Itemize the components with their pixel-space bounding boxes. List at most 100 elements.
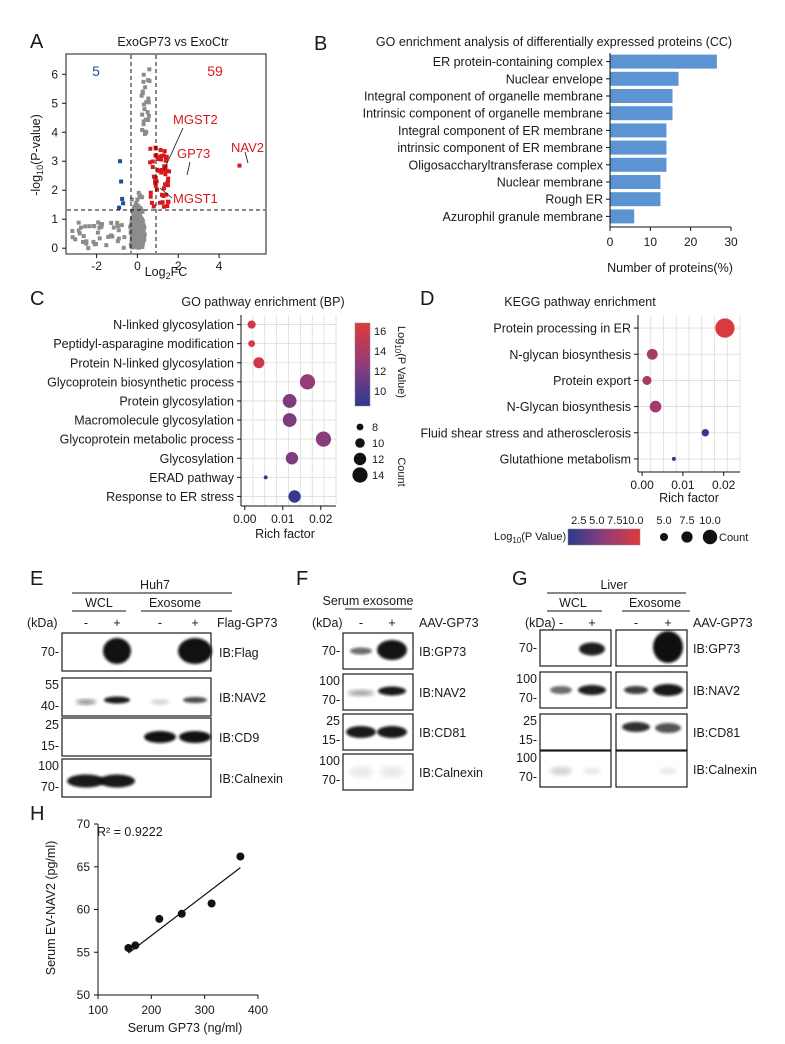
x-tick-label: 4 bbox=[216, 259, 223, 273]
correlation-xlabel: Serum GP73 (ng/ml) bbox=[128, 1021, 243, 1035]
x-tick-label: 200 bbox=[141, 1003, 161, 1017]
ns-point bbox=[141, 122, 146, 127]
up-point bbox=[148, 190, 153, 195]
colorbar-tick-label: 12 bbox=[374, 366, 386, 378]
go-cc-bar-chart: GO enrichment analysis of differentially… bbox=[363, 35, 738, 275]
ns-point bbox=[131, 225, 136, 230]
bubble bbox=[282, 394, 297, 408]
size-legend-dot bbox=[702, 529, 718, 545]
ib-label: IB:NAV2 bbox=[219, 691, 266, 705]
y-tick-label: 4 bbox=[51, 125, 58, 139]
category-label: Integral component of ER membrane bbox=[398, 124, 603, 138]
bubble bbox=[282, 413, 297, 427]
bubble bbox=[646, 348, 658, 360]
category-label: ER protein-containing complex bbox=[433, 55, 604, 69]
up-point bbox=[148, 146, 153, 151]
ns-point bbox=[133, 215, 138, 220]
ns-point bbox=[146, 113, 151, 118]
category-label: Nuclear membrane bbox=[497, 176, 603, 190]
kegg-bubbles: Protein processing in ER N-glycan biosynt… bbox=[420, 315, 741, 492]
ns-point bbox=[143, 117, 148, 122]
bar bbox=[610, 157, 667, 172]
panel-label-e: E bbox=[30, 568, 43, 590]
x-tick-label: 20 bbox=[684, 235, 698, 249]
bubble bbox=[247, 320, 256, 329]
bubble bbox=[288, 490, 301, 503]
category-label: Glutathione metabolism bbox=[500, 452, 631, 466]
up-point bbox=[159, 154, 164, 159]
ns-point bbox=[137, 215, 142, 220]
lane-sign: - bbox=[634, 616, 638, 630]
ib-label: IB:CD81 bbox=[419, 726, 466, 740]
x-tick-label: 0.00 bbox=[233, 512, 257, 526]
category-label: Nuclear envelope bbox=[506, 72, 603, 86]
category-label: Intrinsic component of organelle membran… bbox=[363, 107, 603, 121]
ns-point bbox=[137, 232, 142, 237]
volcano-sig-points bbox=[117, 145, 242, 210]
label-mgst2: MGST2 bbox=[173, 112, 218, 127]
up-point bbox=[150, 159, 155, 164]
mw-marker: 70- bbox=[519, 641, 537, 655]
colorbar-tick-label: 16 bbox=[374, 326, 386, 338]
label-gp73: GP73 bbox=[177, 146, 210, 161]
x-tick-label: 100 bbox=[88, 1003, 108, 1017]
y-tick-label: 0 bbox=[51, 241, 58, 255]
ns-point bbox=[134, 234, 139, 239]
up-point bbox=[148, 160, 153, 165]
ib-label: IB:GP73 bbox=[419, 645, 466, 659]
up-point bbox=[157, 200, 162, 205]
blot-group-label: Liver bbox=[600, 578, 627, 592]
ns-point bbox=[131, 232, 136, 237]
go-bp-bubbles: N-linked glycosylation Peptidyl-asparagin… bbox=[47, 315, 337, 526]
kda-label: (kDa) bbox=[312, 616, 343, 630]
ns-point bbox=[134, 218, 139, 223]
data-point bbox=[207, 899, 216, 908]
blot-group-label: Serum exosome bbox=[322, 594, 413, 608]
ns-point bbox=[139, 93, 144, 98]
band bbox=[377, 640, 407, 660]
size-legend-dot bbox=[353, 452, 367, 466]
band bbox=[104, 696, 130, 704]
up-point bbox=[165, 183, 170, 188]
ns-point bbox=[92, 224, 97, 229]
ns-point bbox=[134, 200, 139, 205]
mw-marker: 100 bbox=[516, 751, 537, 765]
ns-point bbox=[136, 190, 141, 195]
bar bbox=[610, 106, 673, 121]
kegg-xlabel: Rich factor bbox=[659, 491, 719, 505]
ns-point bbox=[76, 228, 81, 233]
up-point bbox=[148, 194, 153, 199]
category-label: Azurophil granule membrane bbox=[442, 210, 603, 224]
up-point bbox=[158, 157, 163, 162]
ns-point bbox=[143, 85, 148, 90]
label-nav2: NAV2 bbox=[231, 140, 264, 155]
ns-point bbox=[131, 229, 136, 234]
ns-point bbox=[137, 221, 142, 226]
ns-point bbox=[116, 236, 121, 241]
down-point bbox=[118, 159, 123, 164]
band bbox=[660, 768, 676, 774]
band bbox=[653, 631, 683, 663]
volcano-xlabel: Log2FC bbox=[145, 265, 188, 281]
bubble bbox=[285, 452, 299, 465]
data-point bbox=[177, 909, 186, 918]
bar bbox=[610, 123, 667, 138]
panel-label-a: A bbox=[30, 31, 44, 53]
panel-label-f: F bbox=[296, 568, 308, 590]
up-point bbox=[158, 148, 163, 153]
band bbox=[622, 722, 650, 732]
ns-point bbox=[140, 227, 145, 232]
category-label: Glycosylation bbox=[160, 452, 234, 466]
y-tick-label: 50 bbox=[77, 988, 91, 1002]
size-legend-label: 12 bbox=[372, 454, 384, 466]
category-label: Protein glycosylation bbox=[119, 394, 234, 408]
mw-marker: 100 bbox=[319, 674, 340, 688]
up-point bbox=[163, 158, 168, 163]
category-label: Oligosaccharyltransferase complex bbox=[408, 158, 603, 172]
ns-point bbox=[140, 91, 145, 96]
ns-point bbox=[122, 235, 127, 240]
bubble bbox=[315, 431, 332, 447]
up-point bbox=[165, 180, 170, 185]
panel-label-g: G bbox=[512, 568, 528, 590]
